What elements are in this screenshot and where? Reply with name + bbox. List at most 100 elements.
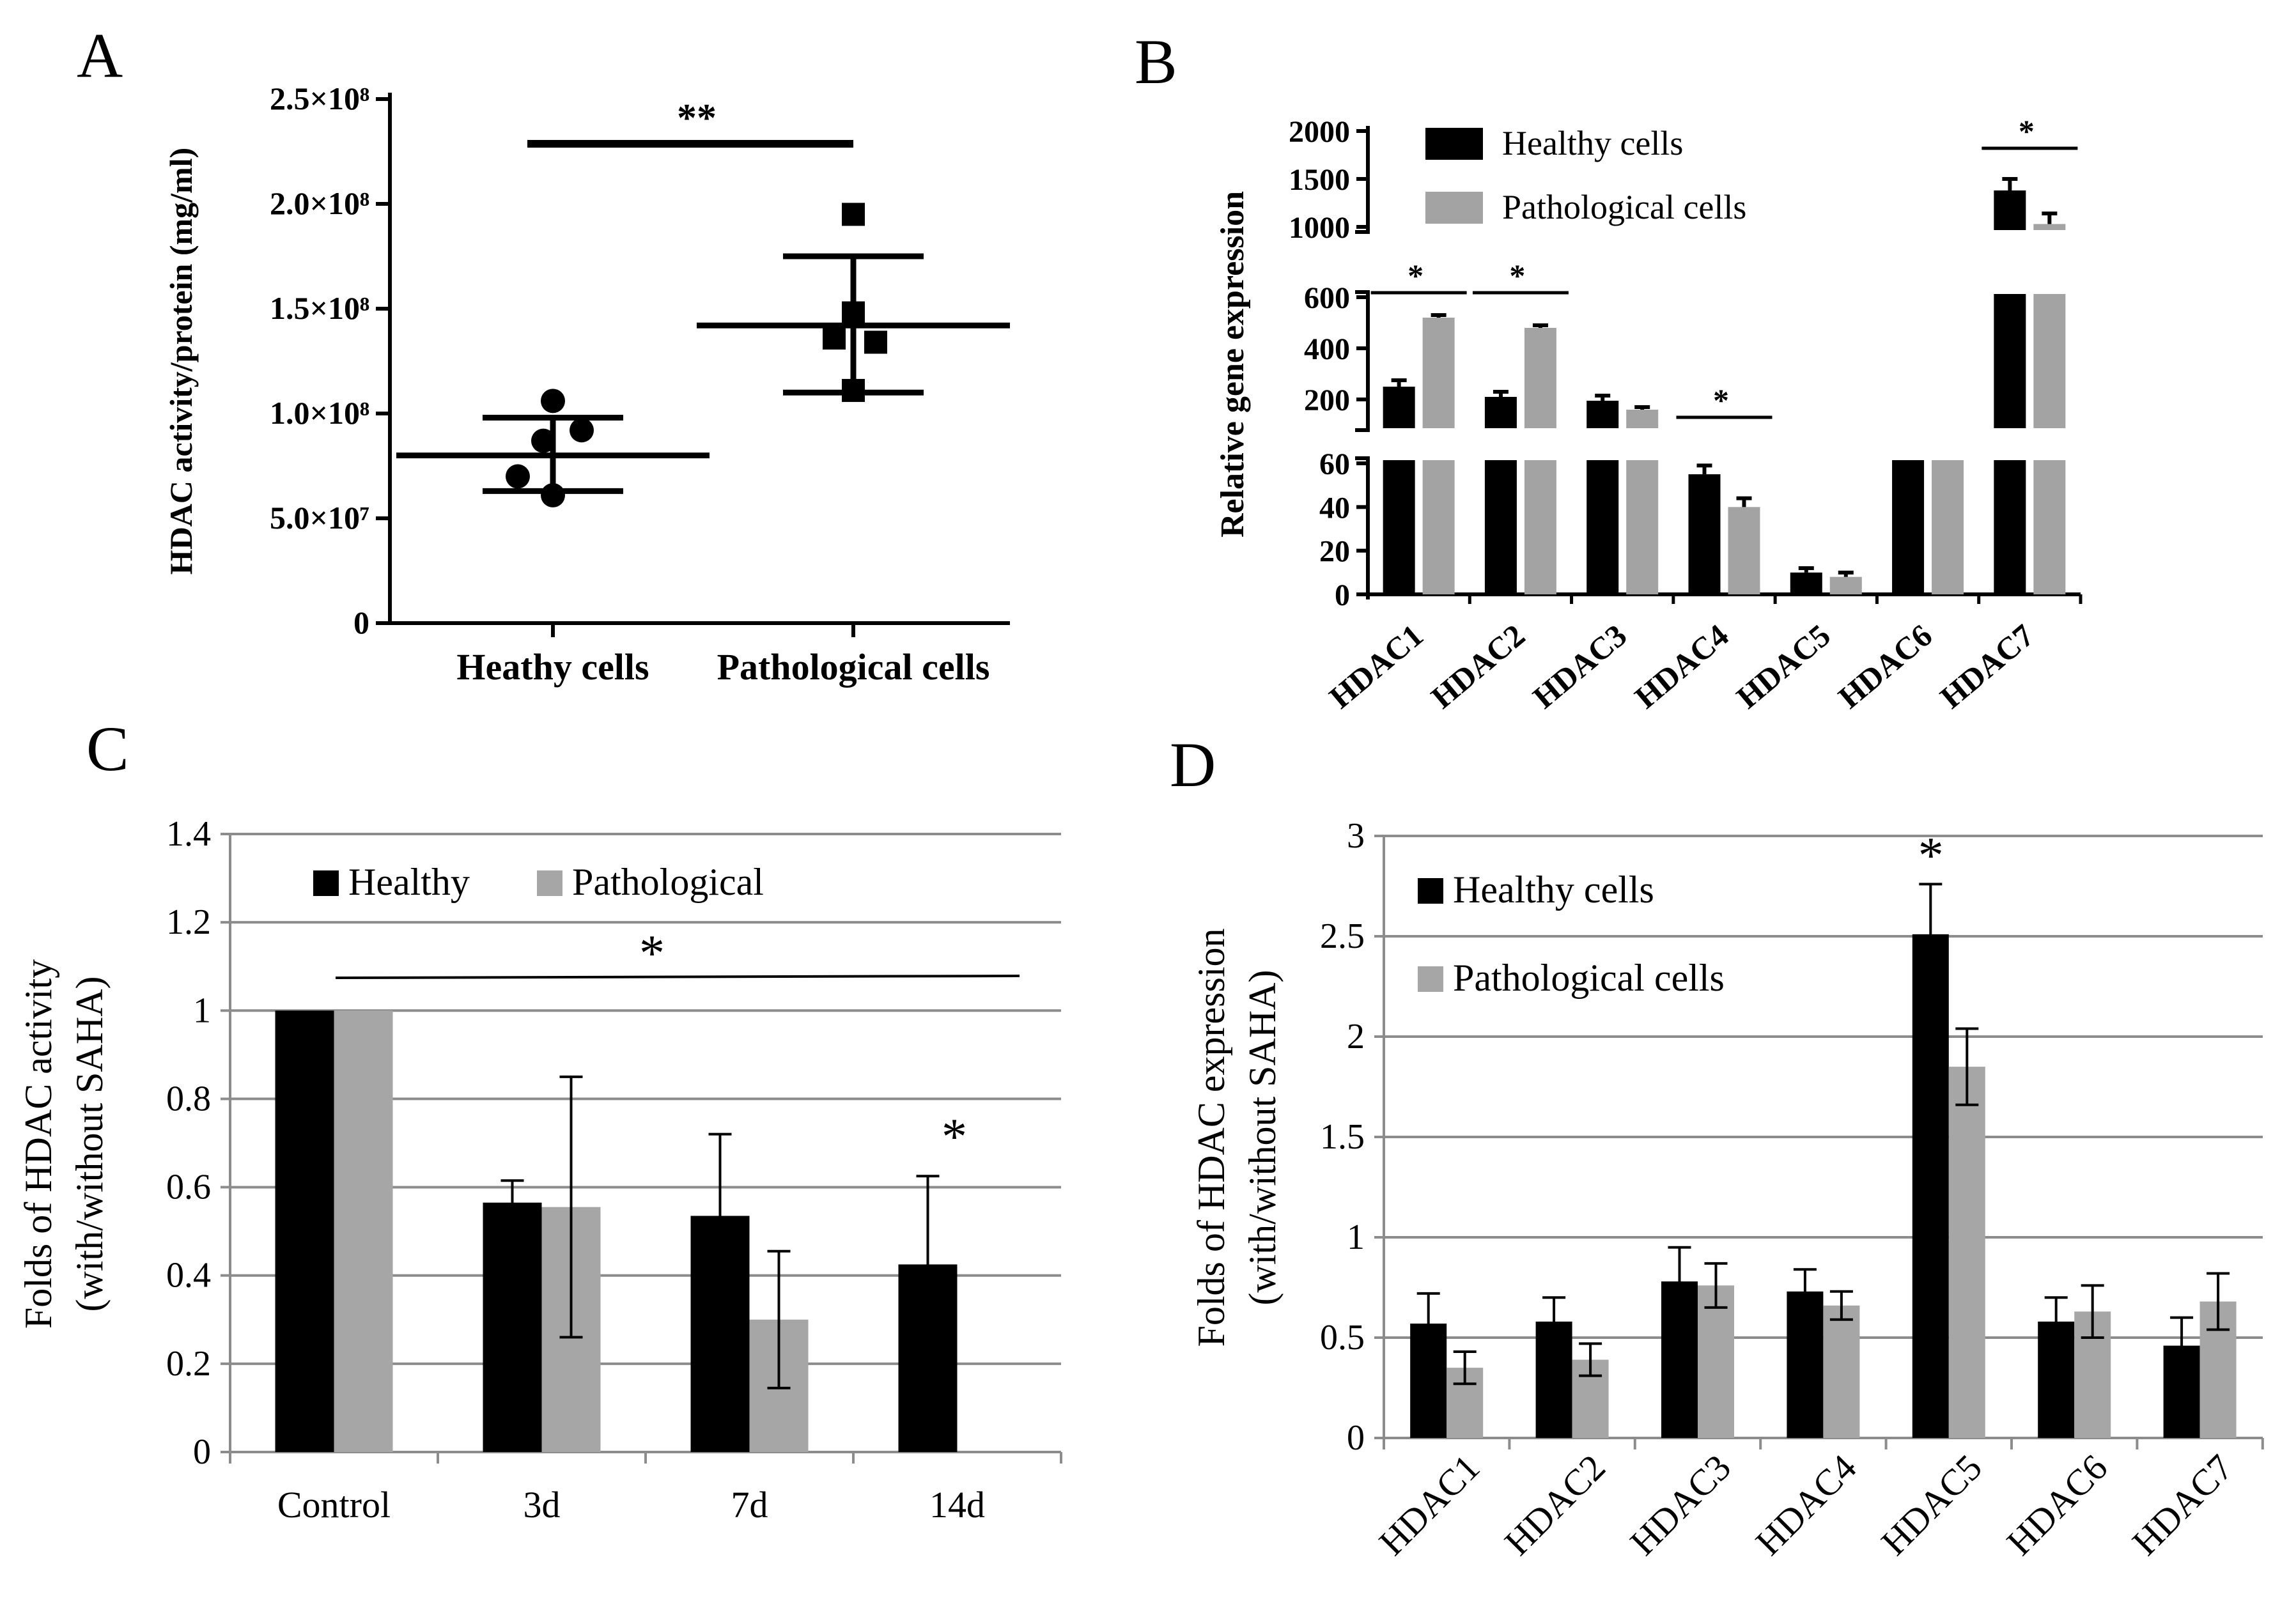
data-point-healthy [570,418,594,443]
panel-label-d: D [1170,729,1216,800]
bar-pathological-d [1823,1305,1860,1438]
x-tick-label-d: HDAC7 [2124,1446,2241,1563]
legend-swatch-pathological-d [1418,966,1443,992]
y-axis-label-d: Folds of HDAC expression [1190,929,1232,1347]
significance-mark-c: * [639,925,665,982]
y-tick-label-chart-d: 2.5 [1320,916,1365,956]
legend-label-pathological-b: Pathological cells [1502,188,1746,226]
y-tick-label-chart-c: 0.6 [166,1168,211,1207]
y-tick-label-chart-d: 3 [1347,816,1365,856]
y-tick-label-a: 1.5×10⁸ [270,290,369,326]
y-tick-label-a: 0 [353,605,369,640]
panel-label-a: A [77,20,123,91]
data-point-healthy [541,483,565,507]
legend-label-healthy-c: Healthy [348,861,470,903]
data-point-healthy [531,428,555,453]
data-point-pathological [842,378,865,402]
y-tick-label-chart-c: 0.8 [166,1079,211,1118]
bar-healthy-d [1912,934,1949,1438]
x-tick-label-d: HDAC5 [1873,1446,1990,1563]
data-point-healthy [541,389,565,413]
y-tick-label-chart-d: 1 [1347,1217,1365,1257]
y-tick-label-b: 1500 [1289,163,1350,197]
bar-pathological-d [1698,1285,1734,1438]
significance-mark-d: * [1918,828,1944,884]
legend-label-healthy-d: Healthy cells [1453,869,1654,911]
panel-label-b: B [1135,26,1177,97]
y-tick-label-a: 2.0×10⁸ [270,185,369,221]
significance-mark-b: * [1509,258,1525,293]
bar-pathological-d [1948,1067,1985,1438]
y-axis-label-a: HDAC activity/protein (mg/ml) [163,148,199,575]
x-tick-label-b: HDAC5 [1730,617,1837,716]
significance-mark-c: * [942,1109,967,1165]
x-tick-label-a: Pathological cells [717,646,990,688]
y-tick-label-a: 2.5×10⁸ [270,81,369,116]
x-tick-label-a: Heathy cells [456,646,649,688]
y-axis-label-d: (with/without SAHA) [1241,970,1284,1306]
y-tick-label-b: 1000 [1289,211,1350,245]
bar-pathological-b [1932,455,1964,594]
y-tick-label-chart-d: 0 [1347,1418,1365,1458]
y-tick-label-chart-c: 1.4 [166,814,211,854]
y-axis-label-c: (with/without SAHA) [68,977,111,1312]
x-tick-label-b: HDAC6 [1831,617,1939,716]
x-tick-label-b: HDAC2 [1424,617,1532,716]
y-tick-label-chart-d: 2 [1347,1017,1365,1056]
data-point-pathological [842,203,865,226]
bar-pathological-b [1829,576,1862,594]
bar-healthy-c [275,1010,334,1452]
x-tick-label-b: HDAC1 [1323,617,1430,716]
significance-line-c [335,975,1020,979]
data-point-healthy [506,464,530,489]
x-tick-label-c: 14d [929,1484,985,1526]
bar-healthy-b [1688,474,1721,594]
y-tick-label-b: 20 [1319,535,1350,569]
axis-break-gap-b [1370,230,2083,294]
y-tick-label-chart-c: 0.4 [166,1256,211,1295]
bar-healthy-b [1790,572,1822,594]
chart-b-relative-expression: 0 20 40 60 200 400 600 1000 1500 2000 Relative gen… [1214,113,2083,715]
x-tick-label-c: 3d [524,1484,561,1526]
x-tick-label-b: HDAC7 [1934,617,2041,716]
legend-label-pathological-d: Pathological cells [1453,957,1725,999]
legend-swatch-healthy-b [1425,128,1483,160]
y-tick-label-chart-c: 1 [193,991,211,1030]
y-tick-label-b: 600 [1304,281,1350,315]
y-tick-label-b: 400 [1304,332,1350,366]
y-tick-label-chart-d: 0.5 [1320,1318,1365,1357]
bar-healthy-d [1787,1291,1824,1438]
significance-mark-b: * [1713,382,1729,418]
legend-label-healthy-b: Healthy cells [1502,124,1683,162]
y-tick-label-b: 0 [1335,578,1350,612]
bar-healthy-b [1383,387,1415,594]
y-tick-label-b: 2000 [1289,115,1350,149]
x-tick-label-c: Control [277,1484,391,1526]
panel-label-c: C [86,713,129,784]
significance-mark-b: * [1408,258,1423,293]
legend-swatch-healthy-c [313,870,339,896]
data-point-pathological [823,326,846,350]
bar-pathological-b [1728,507,1760,594]
y-tick-label-a: 5.0×10⁷ [270,500,369,536]
bar-healthy-c [483,1202,542,1452]
y-tick-label-chart-c: 0 [193,1432,211,1472]
x-tick-label-d: HDAC4 [1748,1446,1865,1563]
chart-c-fold-activity: 0 0.2 0.4 0.6 0.8 1 1.2 1.4 Control 3d 7d 14d Health… [17,814,1062,1526]
data-point-pathological [842,301,865,325]
y-axis-label-c: Folds of HDAC activity [17,959,59,1329]
x-tick-label-c: 7d [731,1484,768,1526]
x-tick-label-d: HDAC2 [1496,1446,1613,1563]
x-tick-label-d: HDAC6 [1999,1446,2116,1563]
significance-mark-a: ** [677,97,717,140]
bar-pathological-b [1524,328,1556,594]
y-tick-label-b: 200 [1304,383,1350,417]
axis-break-gap-b [1370,428,2083,460]
y-tick-label-b: 60 [1319,447,1350,481]
x-tick-label-d: HDAC1 [1371,1446,1488,1563]
chart-a-hdac-activity: 0 5.0×10⁷ 1.0×10⁸ 1.5×10⁸ 2.0×10⁸ 2.5×10⁸ HDAC… [163,81,1010,688]
x-tick-label-b: HDAC3 [1526,617,1633,716]
y-tick-label-chart-c: 1.2 [166,902,211,942]
